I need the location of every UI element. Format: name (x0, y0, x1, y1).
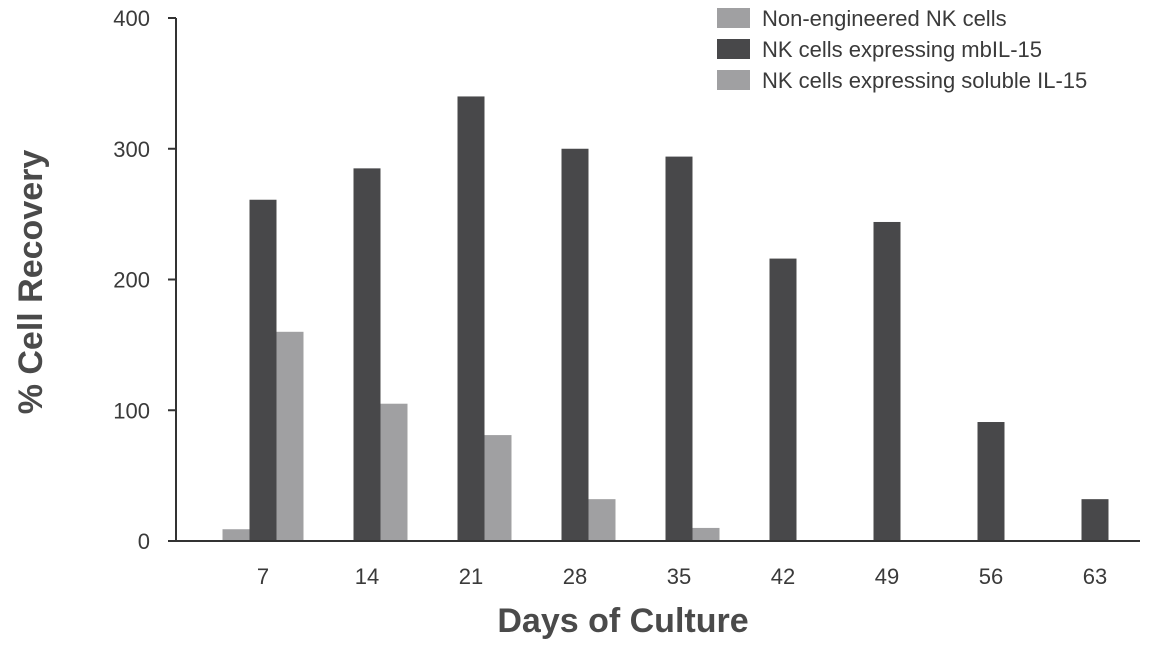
y-tick-label: 200 (113, 268, 150, 293)
bar-day-35-series-3 (692, 527, 720, 541)
bar-day-63-series-2 (1081, 499, 1109, 541)
bar-day-14-series-3 (380, 403, 408, 541)
bar-day-49-series-2 (873, 221, 901, 541)
bar-day-42-series-2 (769, 258, 797, 541)
legend-swatch (717, 39, 750, 59)
y-tick-label: 400 (113, 6, 150, 31)
x-axis-title: Days of Culture (497, 602, 748, 640)
legend-swatch (717, 70, 750, 90)
x-tick-label: 42 (771, 564, 795, 589)
x-tick-label: 49 (875, 564, 899, 589)
bar-day-21-series-3 (484, 435, 512, 541)
x-tick-label: 56 (979, 564, 1003, 589)
bars (222, 96, 1109, 542)
y-axis-ticks: 0 100 200 300 400 (113, 6, 176, 554)
x-axis-ticks: 7 14 21 28 35 42 49 56 63 (257, 564, 1107, 589)
x-tick-label: 21 (459, 564, 483, 589)
bar-day-21-series-2 (457, 96, 485, 541)
bar-day-56-series-2 (977, 422, 1005, 541)
legend-swatch (717, 8, 750, 28)
x-tick-label: 35 (667, 564, 691, 589)
x-tick-label: 7 (257, 564, 269, 589)
bar-day-7-series-2 (249, 199, 277, 541)
legend-label: Non-engineered NK cells (762, 6, 1007, 31)
bar-day-35-series-2 (665, 156, 693, 541)
bar-day-28-series-3 (588, 499, 616, 541)
y-tick-label: 300 (113, 137, 150, 162)
x-tick-label: 63 (1083, 564, 1107, 589)
bar-day-14-series-2 (353, 168, 381, 542)
legend-label: NK cells expressing soluble IL-15 (762, 68, 1087, 93)
bar-day-7-series-1 (222, 529, 250, 541)
y-tick-label: 0 (138, 529, 150, 554)
legend-label: NK cells expressing mbIL-15 (762, 37, 1042, 62)
bar-day-7-series-3 (276, 331, 304, 541)
y-axis-title: % Cell Recovery (12, 150, 50, 415)
x-tick-label: 14 (355, 564, 379, 589)
legend: Non-engineered NK cells NK cells expressi… (717, 6, 1087, 93)
x-tick-label: 28 (563, 564, 587, 589)
y-tick-label: 100 (113, 398, 150, 423)
bar-day-28-series-2 (561, 148, 589, 541)
